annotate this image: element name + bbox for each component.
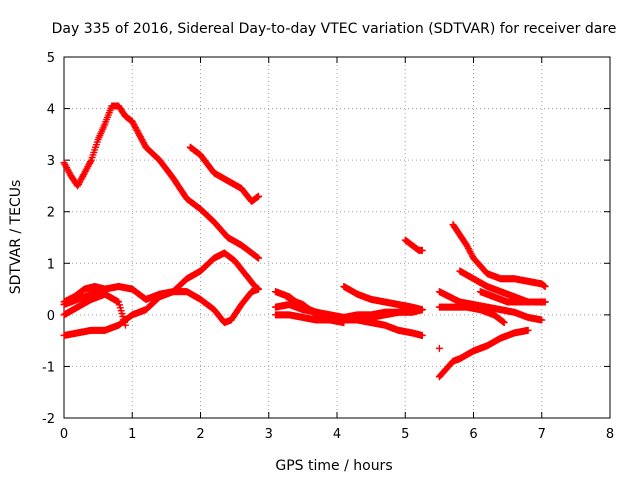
data-point (255, 285, 263, 293)
data-point (134, 128, 142, 136)
data-point (138, 136, 146, 144)
series-arc-o (435, 303, 508, 327)
series-arc-s (435, 344, 443, 352)
chart-title: Day 335 of 2016, Sidereal Day-to-day VTE… (52, 21, 617, 37)
data-point (418, 331, 426, 339)
data-point (538, 316, 546, 324)
data-point (500, 319, 508, 327)
data-point (140, 140, 148, 148)
x-tick-label: 7 (538, 427, 546, 442)
data-point (137, 134, 145, 142)
x-tick-label: 1 (128, 427, 136, 442)
series-arc-d (60, 285, 263, 339)
y-tick-label: -1 (42, 360, 55, 375)
x-tick-label: 8 (606, 427, 614, 442)
data-point (133, 127, 141, 135)
y-tick-label: 2 (47, 206, 55, 221)
y-axis-label: SDTVAR / TECUs (8, 180, 24, 295)
series-arc-f (60, 282, 109, 306)
data-point (139, 137, 147, 145)
axis-ticks: 0 1 2 3 4 5 6 7 8 -2 -1 0 1 2 3 4 5 (42, 51, 614, 442)
series-arc-l (401, 236, 426, 254)
x-tick-label: 0 (60, 427, 68, 442)
data-point (121, 321, 129, 329)
series-arc-e (60, 290, 129, 329)
data-points (60, 102, 549, 381)
y-tick-label: 3 (47, 154, 55, 169)
data-point (418, 246, 426, 254)
y-tick-label: 1 (47, 257, 55, 272)
series-arc-p (449, 221, 549, 290)
x-tick-label: 3 (265, 427, 273, 442)
series-arc-b (186, 143, 263, 205)
series-arc-k (340, 282, 426, 314)
data-point (132, 125, 140, 133)
data-point (135, 130, 143, 138)
y-tick-label: -2 (42, 412, 55, 427)
data-point (340, 319, 348, 327)
y-tick-label: 5 (47, 51, 55, 66)
data-point (524, 326, 532, 334)
y-tick-label: 0 (47, 309, 55, 324)
data-point (255, 192, 263, 200)
x-tick-label: 4 (333, 427, 341, 442)
y-tick-label: 4 (47, 103, 55, 118)
data-point (255, 254, 263, 262)
series-arc-a (60, 102, 263, 262)
data-point (86, 158, 94, 166)
series-arc-n (435, 288, 546, 324)
data-point (541, 282, 549, 290)
x-tick-label: 2 (196, 427, 204, 442)
data-point (418, 306, 426, 314)
data-point (128, 117, 136, 125)
data-point (101, 285, 109, 293)
data-point (129, 119, 137, 127)
series-arc-r (476, 288, 549, 306)
series-arc-m (435, 326, 532, 381)
x-axis-label: GPS time / hours (275, 458, 392, 474)
series-arc-j (285, 295, 348, 327)
data-point (541, 298, 549, 306)
x-tick-label: 5 (401, 427, 409, 442)
data-point (130, 120, 138, 128)
data-point (136, 133, 144, 141)
x-tick-label: 6 (469, 427, 477, 442)
data-point (435, 344, 443, 352)
